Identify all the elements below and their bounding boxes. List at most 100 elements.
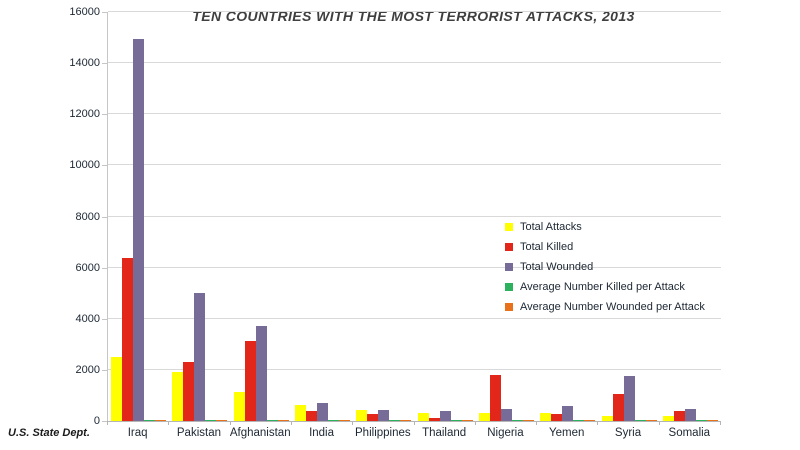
bar bbox=[183, 361, 195, 421]
legend-item: Total Attacks bbox=[505, 217, 705, 237]
bar bbox=[328, 419, 340, 421]
y-tick-mark bbox=[102, 165, 107, 167]
bar bbox=[266, 419, 278, 421]
chart-title: TEN COUNTRIES WITH THE MOST TERRORIST AT… bbox=[192, 8, 635, 24]
gridline-10000 bbox=[108, 164, 721, 166]
y-tick-mark bbox=[102, 63, 107, 65]
bar-group-afghanistan bbox=[231, 12, 292, 421]
x-axis-label-thailand: Thailand bbox=[422, 427, 467, 439]
x-tick-mark bbox=[658, 421, 660, 425]
gridline-6000 bbox=[108, 266, 721, 268]
bar bbox=[306, 410, 318, 421]
bar bbox=[562, 406, 574, 421]
bar bbox=[461, 419, 473, 421]
y-tick-mark bbox=[102, 369, 107, 371]
y-tick-label: 12000 bbox=[69, 108, 100, 121]
bar-group-somalia bbox=[660, 12, 721, 421]
x-tick-mark bbox=[229, 421, 231, 425]
x-tick-mark bbox=[720, 421, 721, 425]
bar bbox=[155, 419, 167, 421]
x-tick-mark bbox=[290, 421, 292, 425]
legend-swatch-icon bbox=[505, 243, 513, 251]
y-tick-label: 8000 bbox=[75, 210, 100, 223]
bar bbox=[205, 419, 217, 421]
x-axis-label-yemen: Yemen bbox=[549, 427, 585, 439]
y-tick-label: 16000 bbox=[69, 6, 100, 18]
bar-group-philippines bbox=[353, 12, 414, 421]
legend-label: Average Number Wounded per Attack bbox=[520, 301, 705, 313]
bar-group-nigeria bbox=[476, 12, 537, 421]
bar bbox=[317, 402, 329, 421]
legend-item: Average Number Killed per Attack bbox=[505, 277, 705, 297]
bar bbox=[194, 293, 206, 421]
bar bbox=[662, 416, 674, 421]
gridline-2000 bbox=[108, 368, 721, 370]
x-tick-mark bbox=[474, 421, 476, 425]
bar bbox=[489, 374, 501, 421]
bar bbox=[133, 38, 145, 421]
bar bbox=[428, 417, 440, 421]
y-tick-mark bbox=[102, 114, 107, 116]
bar bbox=[500, 409, 512, 421]
x-tick-mark bbox=[597, 421, 599, 425]
bar bbox=[233, 391, 245, 421]
legend-label: Total Attacks bbox=[520, 221, 582, 233]
y-tick-label: 6000 bbox=[75, 261, 100, 274]
legend: Total Attacks Total Killed Total Wounded Av… bbox=[505, 217, 705, 317]
bar bbox=[172, 371, 184, 421]
legend-item: Total Wounded bbox=[505, 257, 705, 277]
x-tick-mark bbox=[413, 421, 415, 425]
y-tick-mark bbox=[102, 421, 107, 422]
x-tick-mark bbox=[107, 421, 108, 425]
x-axis-label-nigeria: Nigeria bbox=[487, 427, 524, 439]
bar bbox=[695, 419, 707, 421]
gridline-14000 bbox=[108, 62, 721, 64]
bar bbox=[478, 413, 490, 421]
bar bbox=[378, 410, 390, 421]
bar bbox=[417, 412, 429, 421]
bar bbox=[522, 419, 534, 421]
bar-group-pakistan bbox=[169, 12, 230, 421]
y-tick-mark bbox=[102, 12, 107, 13]
legend-swatch-icon bbox=[505, 223, 513, 231]
y-tick-mark bbox=[102, 267, 107, 269]
bar-group-iraq bbox=[108, 12, 169, 421]
bar bbox=[216, 419, 228, 421]
legend-swatch-icon bbox=[505, 303, 513, 311]
bar bbox=[706, 419, 718, 421]
bar bbox=[244, 341, 256, 421]
bar bbox=[339, 419, 351, 421]
legend-item: Average Number Wounded per Attack bbox=[505, 297, 705, 317]
x-axis-labels: Iraq Pakistan Afghanistan India Philippines T… bbox=[107, 427, 720, 439]
bar bbox=[645, 419, 657, 421]
gridline-4000 bbox=[108, 317, 721, 319]
gridline-8000 bbox=[108, 215, 721, 217]
x-tick-mark bbox=[352, 421, 354, 425]
x-axis-label-syria: Syria bbox=[614, 427, 642, 439]
gridline-12000 bbox=[108, 113, 721, 115]
y-tick-mark bbox=[102, 216, 107, 218]
source-note: U.S. State Dept. bbox=[8, 427, 90, 439]
bar bbox=[400, 419, 412, 421]
bar bbox=[144, 419, 156, 421]
bar bbox=[277, 419, 289, 421]
bar bbox=[122, 257, 134, 421]
y-tick-label: 10000 bbox=[69, 159, 100, 172]
bar bbox=[389, 419, 401, 421]
bar-group-syria bbox=[598, 12, 659, 421]
y-tick-label: 4000 bbox=[75, 312, 100, 325]
y-tick-label: 14000 bbox=[69, 57, 100, 70]
y-tick-label: 2000 bbox=[75, 363, 100, 376]
bar-group-thailand bbox=[414, 12, 475, 421]
y-axis-labels: 0 2000 4000 6000 8000 10000 12000 14000 16000 bbox=[0, 0, 107, 450]
x-axis-label-philippines: Philippines bbox=[355, 427, 411, 439]
bar bbox=[111, 357, 123, 421]
legend-item: Total Killed bbox=[505, 237, 705, 257]
bar bbox=[439, 410, 451, 421]
x-tick-mark bbox=[536, 421, 538, 425]
x-axis-label-pakistan: Pakistan bbox=[176, 427, 221, 439]
plot-area bbox=[107, 11, 721, 422]
bar bbox=[684, 408, 696, 421]
bar bbox=[255, 325, 267, 421]
legend-swatch-icon bbox=[505, 283, 513, 291]
